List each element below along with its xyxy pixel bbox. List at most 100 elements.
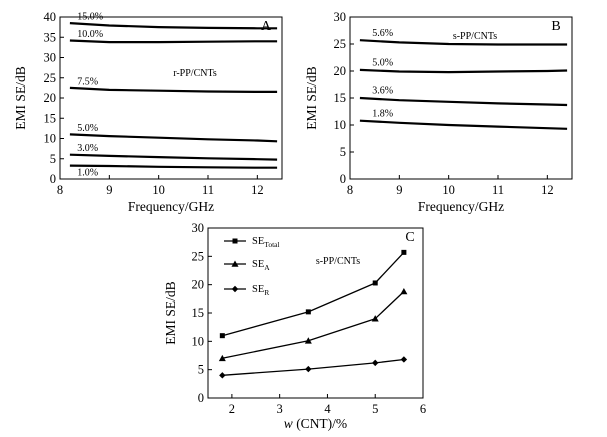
y-axis-label: EMI SE/dB [304,66,319,129]
marker-triangle [304,337,312,344]
marker-diamond [372,359,379,367]
series-label: 5.6% [372,28,393,39]
y-tick-label: 10 [44,132,57,146]
marker-diamond [231,285,239,293]
x-tick-label: 12 [251,183,264,197]
marker-square [372,280,378,286]
series-label: 5.0% [77,123,98,134]
legend-label: SER [252,284,269,297]
series-line [69,133,278,143]
x-tick-label: 8 [57,183,63,197]
marker-triangle [371,315,379,322]
x-axis-label-rest: (CNT)/% [293,416,347,431]
marker-square [219,333,225,339]
x-tick-label: 6 [420,402,426,416]
y-tick-label: 25 [192,249,205,263]
series-label: 15.0% [77,12,103,23]
series-line [359,96,568,107]
x-tick-label: 8 [347,183,353,197]
marker-diamond [305,365,312,373]
marker-diamond [400,356,408,363]
y-tick-label: 40 [44,10,57,24]
y-tick-label: 35 [44,30,57,44]
y-tick-label: 15 [192,306,205,320]
series-line [69,22,278,30]
x-tick-label: 2 [229,402,235,416]
series-line [69,153,278,161]
x-tick-label: 5 [372,402,378,416]
series-line [69,164,278,169]
marker-triangle [231,260,239,267]
x-tick-label: 11 [492,183,504,197]
x-tick-label: 3 [277,402,283,416]
y-tick-label: 5 [50,152,56,166]
marker-square [401,249,407,255]
panel-letter: B [551,19,560,34]
y-tick-label: 20 [334,64,347,78]
series-label: 3.0% [77,143,98,154]
series-line [222,251,405,337]
legend-label: SETotal [252,236,280,249]
series-line [222,291,405,359]
y-tick-label: 20 [192,278,205,292]
series-label: 10.0% [77,29,103,40]
x-tick-label: 9 [396,183,402,197]
series-label: 1.8% [372,108,393,119]
x-tick-label: 12 [541,183,554,197]
x-tick-label: 11 [202,183,214,197]
x-axis-label-italic: w [284,416,293,431]
marker-triangle [218,354,226,362]
y-tick-label: 10 [334,118,347,132]
y-tick-label: 30 [192,221,205,235]
series-line [69,86,278,94]
marker-diamond [219,372,226,379]
x-tick-label: 10 [442,183,455,197]
legend-label-sub: Total [264,240,279,249]
x-axis-label: w (CNT)/% [284,416,347,431]
legend-label-sub: A [264,263,270,272]
marker-triangle [400,287,408,295]
series-label: 1.0% [77,168,98,179]
chart-annotation: r-PP/CNTs [173,68,217,79]
y-tick-label: 0 [50,172,56,186]
y-tick-label: 0 [198,391,204,405]
panel-B: 8 9 10 11 12 0 5 10 15 20 25 30 Frequency/GHz EMI SE/… [304,10,573,214]
y-tick-label: 20 [44,91,57,105]
legend-label: SEA [252,259,270,272]
panel-letter: C [405,230,414,245]
x-tick-label: 10 [152,183,165,197]
plot-frame [207,227,424,399]
chart-annotation: s-PP/CNTs [316,256,360,267]
y-tick-label: 0 [340,172,346,186]
panel-C: 2 3 4 5 6 0 5 10 15 20 25 30 w (CNT)/% EMI SE/dB Cs-PP… [163,221,426,431]
series-line [69,39,278,44]
series-line [359,39,568,46]
y-tick-label: 30 [334,10,347,24]
marker-square [232,238,238,244]
legend-label-sub: R [264,288,269,297]
y-tick-label: 25 [334,37,347,51]
series-line [359,68,568,74]
x-tick-label: 4 [324,402,331,416]
x-axis-label: Frequency/GHz [128,199,214,214]
y-tick-label: 5 [198,363,204,377]
series-line [222,358,404,376]
y-tick-label: 10 [192,334,205,348]
y-axis-label: EMI SE/dB [13,66,28,129]
chart-annotation: s-PP/CNTs [453,31,497,42]
legend-label-main: SE [252,236,264,247]
series-label: 7.5% [77,76,98,87]
marker-square [305,309,311,315]
y-tick-label: 25 [44,71,57,85]
legend-label-main: SE [252,259,264,270]
legend-label-main: SE [252,284,264,295]
y-tick-label: 15 [334,91,347,105]
x-axis-label: Frequency/GHz [418,199,504,214]
y-axis-label: EMI SE/dB [163,281,178,344]
x-tick-label: 9 [106,183,112,197]
series-label: 3.6% [372,86,393,97]
series-line [359,119,568,130]
panel-letter: A [261,19,272,34]
y-tick-label: 5 [340,145,346,159]
